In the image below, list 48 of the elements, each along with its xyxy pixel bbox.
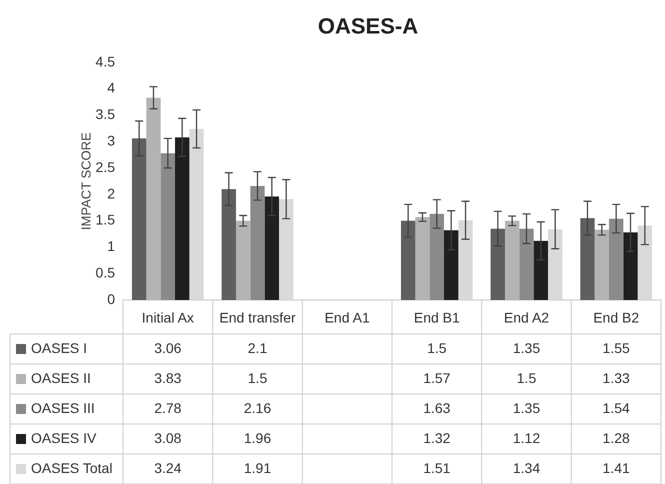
y-axis-title: IMPACT SCORE (78, 132, 94, 230)
y-tick-label: 3 (107, 132, 116, 148)
data-label: 1.54 (602, 400, 630, 416)
x-tick-label: End B2 (593, 309, 640, 326)
data-label: 2.1 (248, 340, 268, 356)
data-label: 3.83 (154, 370, 182, 386)
data-label: 1.5 (248, 370, 268, 386)
legend-label: OASES II (31, 370, 91, 386)
data-label: 1.5 (427, 340, 447, 356)
y-tick-label: 3.5 (96, 106, 116, 122)
data-label: 2.78 (154, 400, 182, 416)
y-tick-label: 0 (107, 290, 116, 307)
data-label: 1.91 (244, 460, 272, 476)
data-label: 1.32 (423, 430, 451, 446)
data-label: 3.08 (154, 430, 182, 446)
data-label: 1.35 (512, 340, 540, 356)
data-label: 2.16 (244, 400, 272, 416)
data-label: 1.34 (512, 460, 540, 476)
y-tick-label: 2 (107, 185, 116, 202)
data-label: 1.63 (423, 400, 451, 416)
data-label: 3.06 (154, 340, 182, 356)
y-tick-label: 0.5 (96, 264, 116, 280)
x-tick-label: Initial Ax (142, 309, 194, 326)
data-label: 1.96 (244, 430, 272, 446)
y-tick-label: 4 (107, 80, 116, 96)
x-tick-label: End transfer (219, 309, 296, 326)
x-tick-label: End A1 (324, 309, 370, 326)
legend-label: OASES I (31, 340, 88, 356)
data-label: 1.51 (423, 460, 451, 476)
data-label: 1.41 (602, 460, 630, 476)
data-label: 3.24 (154, 460, 182, 476)
x-tick-label: End A2 (504, 309, 550, 326)
y-tick-label: 4.5 (96, 53, 116, 70)
data-label: 1.33 (602, 370, 630, 386)
y-tick-label: 1 (107, 238, 116, 254)
data-label: 1.57 (423, 370, 451, 386)
data-label: 1.12 (512, 430, 540, 446)
x-tick-label: End B1 (414, 309, 460, 326)
data-label: 1.55 (602, 340, 630, 356)
data-label: 1.28 (602, 430, 630, 446)
chart-title: OASES-A (318, 13, 418, 38)
legend-label: OASES Total (31, 460, 112, 476)
legend-label: OASES III (31, 400, 95, 416)
data-label: 1.5 (516, 370, 536, 386)
y-tick-label: 2.5 (96, 158, 116, 175)
legend-label: OASES IV (31, 430, 98, 446)
y-tick-label: 1.5 (96, 212, 116, 228)
data-label: 1.35 (512, 400, 540, 416)
